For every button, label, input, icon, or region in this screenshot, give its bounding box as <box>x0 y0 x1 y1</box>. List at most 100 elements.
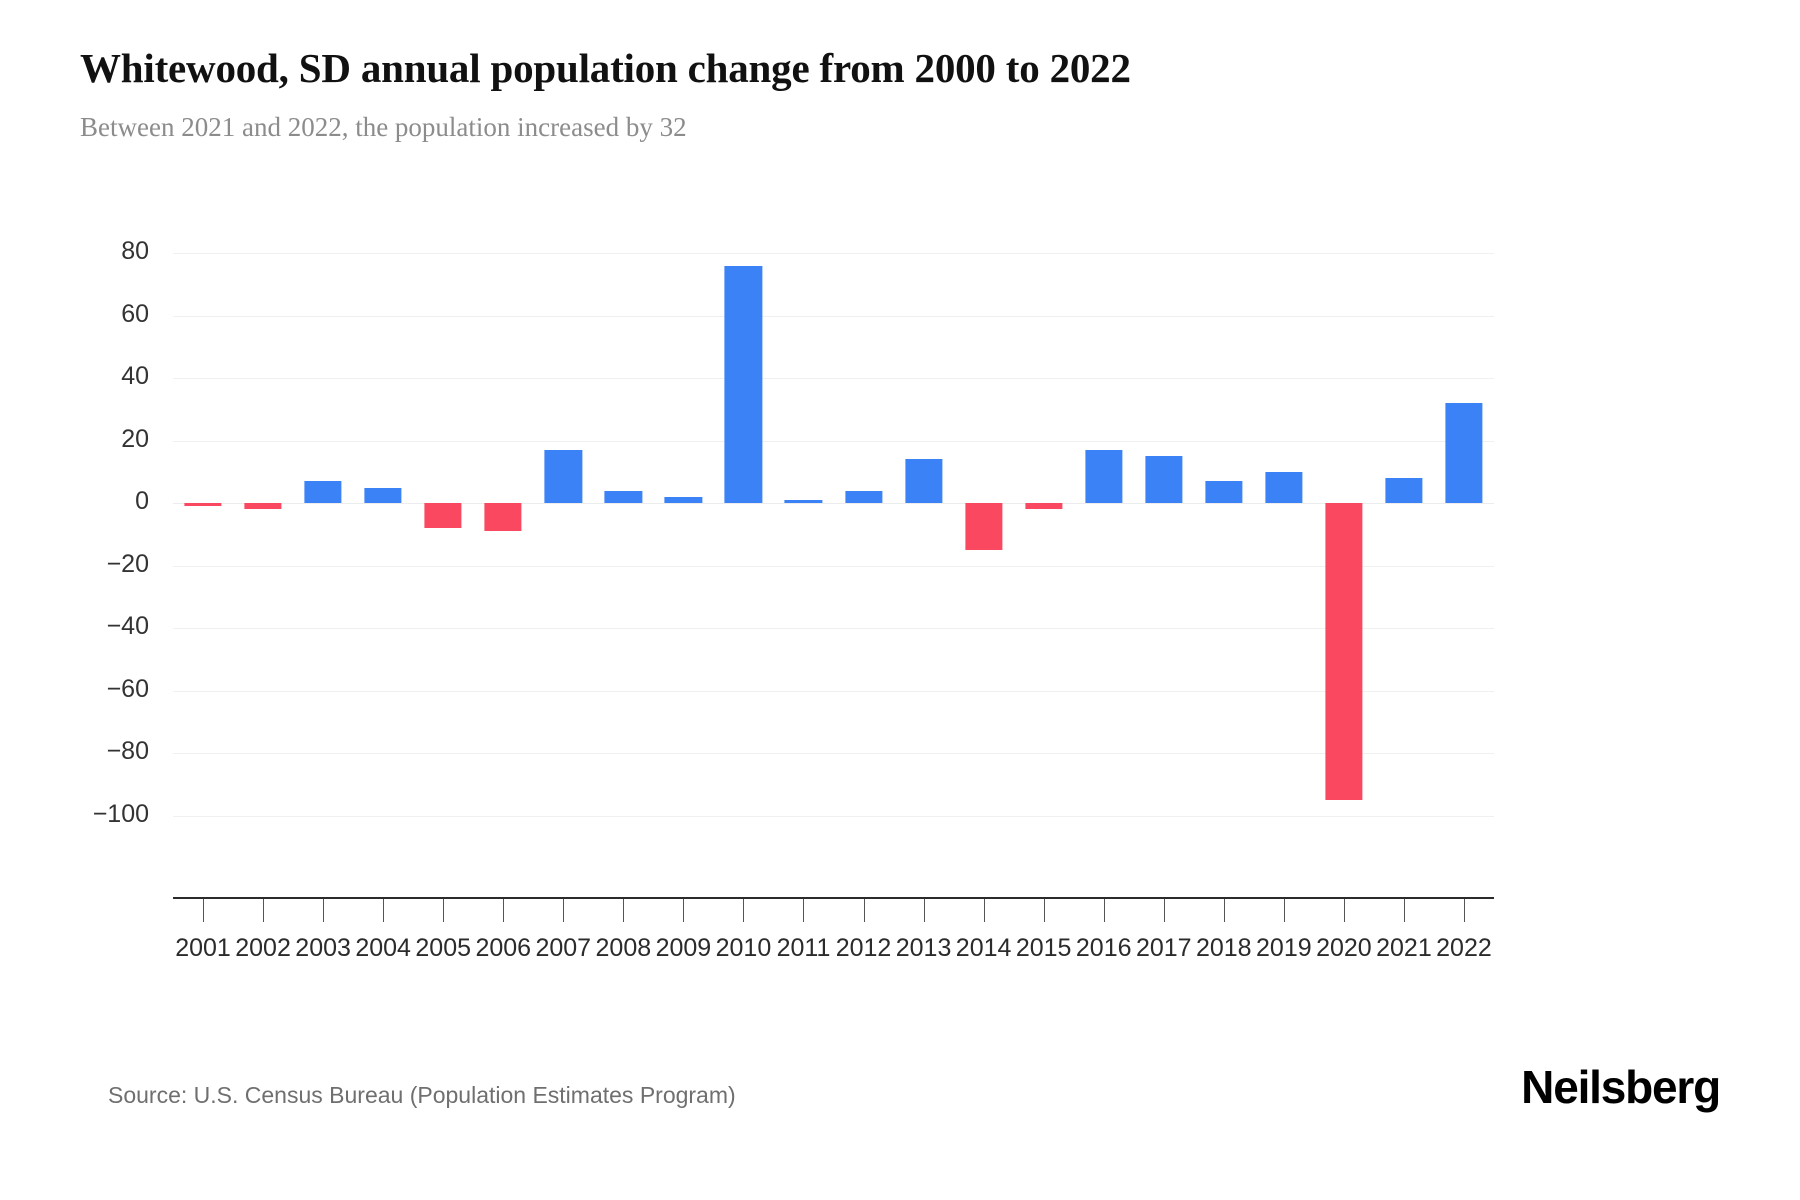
x-axis-tick <box>1104 899 1105 922</box>
bar[interactable] <box>544 450 582 504</box>
y-axis-tick-label: −80 <box>106 737 149 766</box>
gridline <box>173 378 1494 380</box>
bar-slot[interactable] <box>1374 253 1434 816</box>
bar-slot[interactable] <box>1074 253 1134 816</box>
x-axis-tick <box>203 899 204 922</box>
bar-slot[interactable] <box>353 253 413 816</box>
gridline <box>173 628 1494 630</box>
bar-slot[interactable] <box>954 253 1014 816</box>
x-axis-tick-label: 2021 <box>1376 934 1432 962</box>
bar[interactable] <box>784 500 823 504</box>
y-axis-tick-label: 60 <box>121 299 149 328</box>
y-axis-tick-label: −40 <box>106 612 149 641</box>
x-axis-tick <box>1464 899 1465 922</box>
gridline <box>173 253 1494 254</box>
x-axis-tick-label: 2020 <box>1316 934 1372 962</box>
x-axis-tick <box>803 899 804 922</box>
bar[interactable] <box>1205 481 1243 504</box>
x-axis-tick-label: 2018 <box>1195 934 1252 962</box>
bar[interactable] <box>664 496 702 504</box>
x-axis-tick <box>1344 899 1345 922</box>
source-note: Source: U.S. Census Bureau (Population E… <box>108 1082 736 1108</box>
bar-slot[interactable] <box>653 253 713 816</box>
bar[interactable] <box>184 503 222 507</box>
gridline <box>173 315 1494 317</box>
bar-slot[interactable] <box>593 253 653 816</box>
bar[interactable] <box>844 490 883 504</box>
y-axis-tick-label: 0 <box>135 487 149 516</box>
y-axis-tick-label: −20 <box>106 549 149 578</box>
bar[interactable] <box>484 503 522 532</box>
x-axis-tick <box>864 899 865 922</box>
x-axis-tick <box>1284 899 1285 922</box>
y-axis-tick-label: 20 <box>121 424 149 453</box>
x-axis-tick <box>1224 899 1225 922</box>
y-axis-tick-label: −100 <box>92 800 149 828</box>
x-axis-tick-label: 2011 <box>776 934 831 962</box>
bar-slot[interactable] <box>1134 253 1194 816</box>
bar[interactable] <box>604 490 642 504</box>
x-axis-tick-label: 2005 <box>415 934 472 962</box>
x-axis-tick-label: 2017 <box>1135 934 1192 962</box>
bar[interactable] <box>304 481 342 504</box>
bar-slot[interactable] <box>293 253 353 816</box>
x-axis-tick-label: 2013 <box>895 934 952 962</box>
y-axis-tick-label: −60 <box>106 674 149 703</box>
bar-slot[interactable] <box>1014 253 1074 816</box>
x-axis-tick <box>743 899 744 922</box>
bar[interactable] <box>1265 471 1303 504</box>
gridline <box>173 565 1494 567</box>
x-axis-tick-label: 2004 <box>355 934 411 962</box>
x-axis-tick <box>1044 899 1045 922</box>
y-axis-tick-label: 80 <box>121 237 149 265</box>
bar-slot[interactable] <box>173 253 233 816</box>
bar[interactable] <box>364 487 402 504</box>
bar-slot[interactable] <box>1194 253 1254 816</box>
x-axis-tick <box>563 899 564 922</box>
bar-slot[interactable] <box>894 253 954 816</box>
bar-slot[interactable] <box>713 253 773 816</box>
x-axis-tick <box>683 899 684 922</box>
y-axis-tick-label: 40 <box>121 362 149 391</box>
x-axis-tick-label: 2016 <box>1075 934 1132 962</box>
x-axis-tick <box>323 899 324 922</box>
gridline <box>173 690 1494 692</box>
x-axis-tick-label: 2006 <box>475 934 532 962</box>
bar[interactable] <box>724 265 763 504</box>
bar[interactable] <box>244 503 282 510</box>
bar-slot[interactable] <box>473 253 533 816</box>
bar[interactable] <box>424 503 462 529</box>
bar[interactable] <box>1445 403 1483 504</box>
gridline <box>173 816 1494 817</box>
page-title: Whitewood, SD annual population change f… <box>80 45 1131 91</box>
x-axis-tick-label: 2019 <box>1256 934 1312 962</box>
bar-slot[interactable] <box>773 253 833 816</box>
bar-slot[interactable] <box>233 253 293 816</box>
gridlines-layer <box>173 253 1494 817</box>
bar[interactable] <box>1325 503 1363 801</box>
x-axis-tick <box>984 899 985 922</box>
bars-layer <box>173 253 1494 816</box>
gridline <box>173 753 1494 755</box>
x-axis-tick-label: 2007 <box>535 934 592 962</box>
bar-slot[interactable] <box>834 253 894 816</box>
bar[interactable] <box>1025 503 1063 510</box>
gridline <box>173 503 1494 505</box>
x-axis-tick <box>503 899 504 922</box>
x-axis-tick <box>263 899 264 922</box>
bar-slot[interactable] <box>1254 253 1314 816</box>
bar-slot[interactable] <box>413 253 473 816</box>
chart-header: Whitewood, SD annual population change f… <box>80 44 1720 144</box>
bar[interactable] <box>1085 450 1123 504</box>
x-axis-tick-label: 2009 <box>655 934 712 962</box>
bar[interactable] <box>904 459 943 504</box>
bar-slot[interactable] <box>1434 253 1494 816</box>
bar[interactable] <box>964 503 1003 551</box>
x-axis-line <box>173 897 1494 899</box>
x-axis-tick <box>383 899 384 922</box>
bar-slot[interactable] <box>533 253 593 816</box>
bar[interactable] <box>1145 456 1183 504</box>
bar-slot[interactable] <box>1314 253 1374 816</box>
bar[interactable] <box>1385 478 1423 504</box>
